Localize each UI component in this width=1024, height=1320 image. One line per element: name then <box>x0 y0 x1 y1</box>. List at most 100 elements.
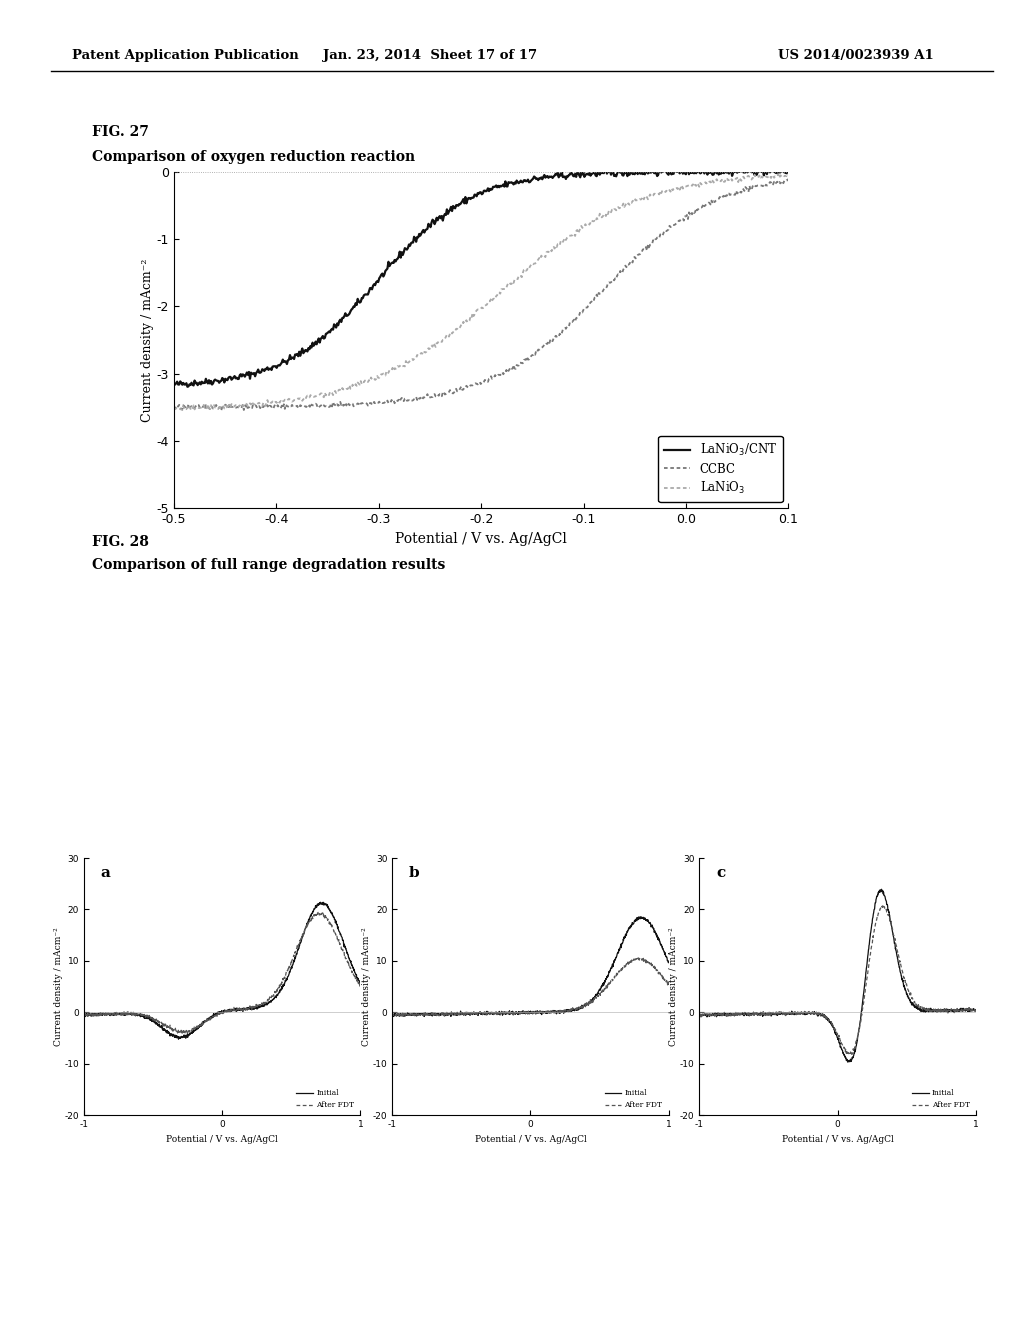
LaNiO$_3$ <box>168 400 180 416</box>
LaNiO$_3$/CNT <box>181 379 194 395</box>
LaNiO$_3$/CNT <box>580 168 592 183</box>
LaNiO$_3$/CNT <box>658 158 671 174</box>
After FDT <box>670 983 682 999</box>
Initial <box>842 1055 854 1071</box>
After FDT <box>223 1002 236 1018</box>
After FDT <box>977 1001 989 1016</box>
Text: US 2014/0023939 A1: US 2014/0023939 A1 <box>778 49 934 62</box>
After FDT <box>531 1005 544 1020</box>
After FDT <box>312 904 325 920</box>
After FDT <box>633 949 645 965</box>
LaNiO$_3$/CNT <box>278 354 290 370</box>
Initial <box>314 895 327 911</box>
After FDT <box>110 1007 122 1023</box>
LaNiO$_3$ <box>782 168 795 183</box>
After FDT <box>686 1008 698 1024</box>
LaNiO$_3$ <box>781 166 794 182</box>
LaNiO$_3$/CNT <box>632 166 644 182</box>
Line: After FDT: After FDT <box>77 912 368 1034</box>
Text: Patent Application Publication: Patent Application Publication <box>72 49 298 62</box>
Y-axis label: Current density / mAcm⁻²: Current density / mAcm⁻² <box>141 259 154 421</box>
CCBC <box>215 403 227 418</box>
Initial <box>418 1006 430 1022</box>
Initial <box>531 1005 544 1020</box>
Legend: LaNiO$_3$/CNT, CCBC, LaNiO$_3$: LaNiO$_3$/CNT, CCBC, LaNiO$_3$ <box>658 436 782 503</box>
After FDT <box>839 1041 851 1057</box>
Line: After FDT: After FDT <box>385 957 676 1018</box>
Line: LaNiO$_3$/CNT: LaNiO$_3$/CNT <box>174 166 788 387</box>
After FDT <box>120 1007 132 1023</box>
Text: Comparison of full range degradation results: Comparison of full range degradation res… <box>92 558 445 573</box>
X-axis label: Potential / V vs. Ag/AgCl: Potential / V vs. Ag/AgCl <box>781 1135 894 1144</box>
LaNiO$_3$/CNT <box>446 198 459 214</box>
Initial <box>670 969 682 985</box>
After FDT <box>379 1007 391 1023</box>
Initial <box>379 1007 391 1023</box>
LaNiO$_3$/CNT <box>782 164 795 180</box>
Initial <box>686 1006 698 1022</box>
CCBC <box>168 399 180 414</box>
LaNiO$_3$ <box>446 325 459 341</box>
CCBC <box>531 345 544 360</box>
Initial <box>71 1006 83 1022</box>
Line: Initial: Initial <box>385 917 676 1016</box>
LaNiO$_3$ <box>632 193 644 209</box>
Initial <box>120 1007 132 1023</box>
After FDT <box>477 1006 489 1022</box>
CCBC <box>632 247 644 263</box>
Line: LaNiO$_3$: LaNiO$_3$ <box>174 174 788 411</box>
Initial <box>634 909 646 925</box>
Text: Comparison of oxygen reduction reaction: Comparison of oxygen reduction reaction <box>92 150 416 165</box>
LaNiO$_3$ <box>531 253 544 269</box>
LaNiO$_3$ <box>278 393 290 409</box>
Initial <box>361 985 374 1001</box>
After FDT <box>538 1005 550 1020</box>
LaNiO$_3$ <box>327 387 339 403</box>
Initial <box>735 1006 748 1022</box>
Text: a: a <box>100 866 111 879</box>
After FDT <box>361 986 374 1002</box>
Text: FIG. 27: FIG. 27 <box>92 125 150 140</box>
After FDT <box>229 1003 242 1019</box>
Initial <box>428 1006 440 1022</box>
Initial <box>784 1006 797 1022</box>
Legend: Initial, After FDT: Initial, After FDT <box>294 1088 356 1111</box>
After FDT <box>735 1007 748 1023</box>
Legend: Initial, After FDT: Initial, After FDT <box>602 1088 665 1111</box>
After FDT <box>784 1006 797 1022</box>
Initial <box>379 1008 391 1024</box>
CCBC <box>278 396 290 412</box>
X-axis label: Potential / V vs. Ag/AgCl: Potential / V vs. Ag/AgCl <box>166 1135 279 1144</box>
Initial <box>725 1006 737 1022</box>
CCBC <box>327 395 339 411</box>
Initial <box>977 1001 989 1016</box>
Y-axis label: Current density / mAcm⁻²: Current density / mAcm⁻² <box>54 928 62 1045</box>
Legend: Initial, After FDT: Initial, After FDT <box>909 1088 972 1111</box>
Initial <box>839 1049 851 1065</box>
Text: FIG. 28: FIG. 28 <box>92 535 150 549</box>
Initial <box>538 1003 550 1019</box>
X-axis label: Potential / V vs. Ag/AgCl: Potential / V vs. Ag/AgCl <box>395 532 567 545</box>
LaNiO$_3$/CNT <box>531 170 544 186</box>
CCBC <box>782 170 795 186</box>
After FDT <box>197 1016 209 1032</box>
After FDT <box>812 1006 824 1022</box>
CCBC <box>580 300 592 315</box>
After FDT <box>71 1008 83 1024</box>
Y-axis label: Current density / mAcm⁻²: Current density / mAcm⁻² <box>362 928 371 1045</box>
Initial <box>172 1031 184 1047</box>
Initial <box>505 1006 517 1022</box>
LaNiO$_3$ <box>176 403 188 418</box>
After FDT <box>176 1026 188 1041</box>
Y-axis label: Current density / mAcm⁻²: Current density / mAcm⁻² <box>670 928 678 1045</box>
Initial <box>812 1006 824 1022</box>
Initial <box>197 1014 209 1030</box>
Initial <box>477 1005 489 1020</box>
Initial <box>223 1002 236 1018</box>
Text: Jan. 23, 2014  Sheet 17 of 17: Jan. 23, 2014 Sheet 17 of 17 <box>323 49 538 62</box>
After FDT <box>877 898 889 913</box>
After FDT <box>418 1007 430 1023</box>
Initial <box>229 1001 242 1016</box>
CCBC <box>446 385 459 401</box>
Initial <box>876 882 888 898</box>
